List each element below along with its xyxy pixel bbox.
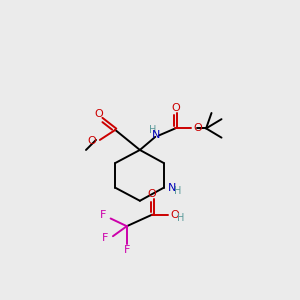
Text: O: O bbox=[171, 210, 179, 220]
Text: F: F bbox=[100, 210, 106, 220]
Text: F: F bbox=[124, 245, 130, 255]
Text: H: H bbox=[177, 213, 184, 223]
Text: H: H bbox=[174, 186, 181, 196]
Text: F: F bbox=[102, 233, 108, 243]
Text: O: O bbox=[87, 136, 96, 146]
Text: O: O bbox=[94, 109, 103, 119]
Text: O: O bbox=[148, 189, 157, 199]
Text: O: O bbox=[171, 103, 180, 112]
Text: N: N bbox=[152, 130, 160, 140]
Text: N: N bbox=[168, 183, 176, 193]
Text: O: O bbox=[194, 123, 203, 134]
Text: H: H bbox=[148, 125, 156, 135]
